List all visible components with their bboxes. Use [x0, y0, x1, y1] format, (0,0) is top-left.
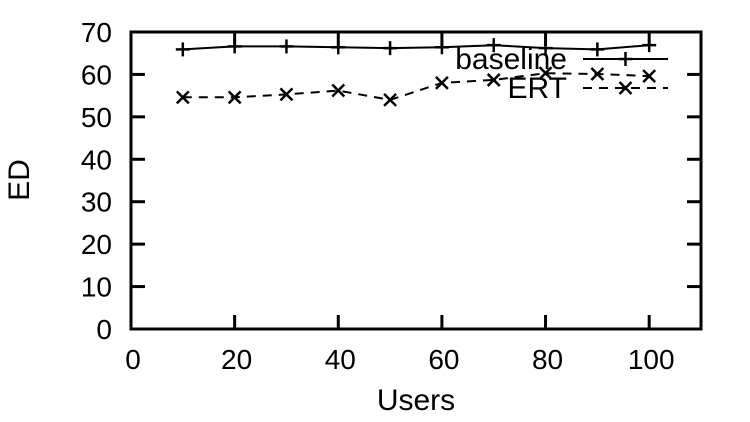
series-line-ERT [182, 72, 650, 101]
x-axis-label: Users [377, 384, 455, 417]
x-tick-label: 100 [628, 344, 675, 375]
data-point-ERT [538, 66, 553, 81]
y-tick-label: 10 [81, 272, 112, 303]
y-tick-label: 50 [81, 102, 112, 133]
legend-label-baseline: baseline [455, 43, 567, 76]
y-tick-label: 30 [81, 187, 112, 218]
x-tick-label: 80 [532, 344, 563, 375]
x-tick-label: 20 [221, 344, 252, 375]
data-point-ERT [642, 69, 657, 84]
x-tick-label: 0 [125, 344, 141, 375]
data-point-ERT [227, 90, 242, 105]
y-tick-label: 70 [81, 17, 112, 48]
data-point-ERT [279, 87, 294, 102]
legend-sample-marker-ERT [618, 81, 633, 95]
series-line-baseline [182, 44, 650, 51]
plot-border [129, 30, 703, 331]
y-tick-label: 20 [81, 229, 112, 260]
data-point-ERT [331, 83, 346, 98]
data-point-ERT [175, 90, 190, 105]
y-tick-label: 60 [81, 59, 112, 90]
data-point-ERT [383, 93, 397, 107]
y-tick-label: 0 [96, 314, 112, 345]
data-point-ERT [590, 67, 605, 81]
data-point-ERT [435, 76, 449, 90]
y-tick-label: 40 [81, 144, 112, 175]
data-point-ERT [486, 73, 501, 87]
x-tick-label: 60 [428, 344, 459, 375]
legend-label-ERT: ERT [508, 72, 567, 105]
y-axis-label: ED [3, 159, 36, 201]
x-tick-label: 40 [325, 344, 356, 375]
